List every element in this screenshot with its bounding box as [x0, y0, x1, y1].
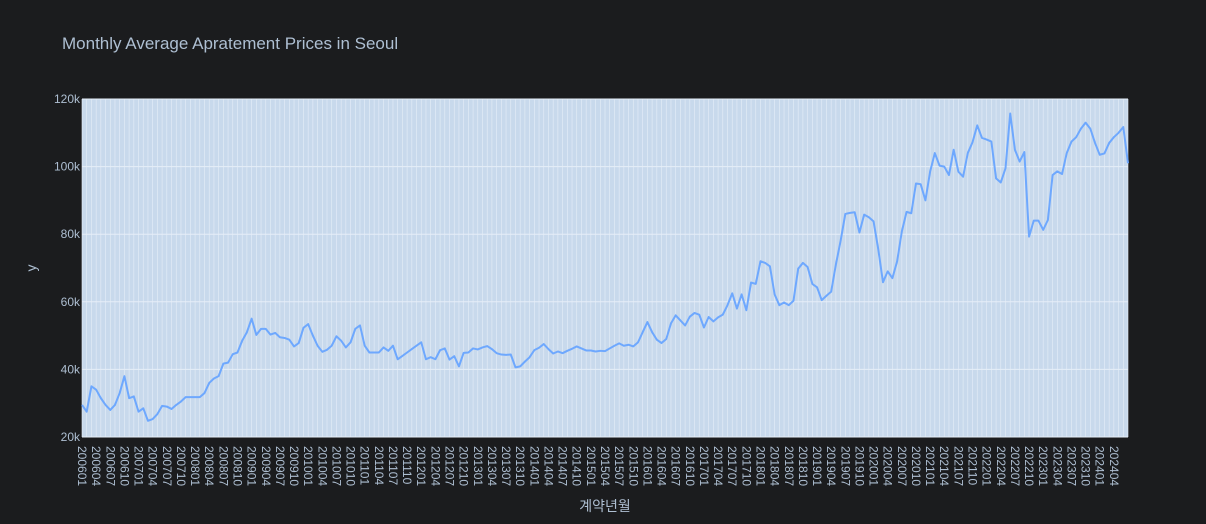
chart-title: Monthly Average Apratement Prices in Seo…: [62, 34, 398, 53]
x-tick-label: 201801: [753, 446, 767, 486]
x-tick-label: 201404: [541, 446, 555, 486]
y-tick-label: 40k: [61, 362, 81, 376]
x-tick-label: 202107: [951, 446, 965, 486]
y-tick-label: 80k: [61, 227, 81, 241]
x-tick-label: 201407: [556, 446, 570, 486]
x-tick-label: 201001: [301, 446, 315, 486]
x-tick-label: 201110: [400, 446, 414, 485]
x-tick-label: 201207: [443, 446, 457, 486]
x-tick-label: 200607: [103, 446, 117, 486]
y-tick-label: 20k: [61, 430, 81, 444]
x-tick-label: 202301: [1036, 446, 1050, 486]
x-tick-label: 202401: [1093, 446, 1107, 486]
x-tick-label: 201907: [838, 446, 852, 486]
series-line: [81, 112, 1129, 422]
x-tick-label: 201804: [768, 446, 782, 486]
x-tick-label: 201710: [739, 446, 753, 486]
x-tick-label: 201507: [612, 446, 626, 486]
x-tick-label: 200907: [273, 446, 287, 486]
y-tick-labels: 20k 40k 60k 80k 100k 120k: [54, 92, 81, 444]
x-tick-label: 201401: [527, 446, 541, 486]
x-tick-label: 201604: [655, 446, 669, 486]
x-tick-label: 201007: [329, 446, 343, 486]
x-tick-label: 202307: [1064, 446, 1078, 486]
x-tick-label: 200710: [174, 446, 188, 486]
x-tick-label: 202210: [1022, 446, 1036, 486]
x-tick-label: 201201: [414, 446, 428, 486]
x-tick-label: 201004: [315, 446, 329, 486]
x-tick-label: 202404: [1107, 446, 1121, 486]
x-tick-label: 202104: [937, 446, 951, 486]
x-tick-label: 200904: [259, 446, 273, 486]
y-tick-label: 100k: [54, 160, 81, 174]
x-tick-label: 201910: [852, 446, 866, 486]
y-gridlines: [82, 98, 1128, 438]
x-tick-label: 200801: [188, 446, 202, 486]
x-tick-label: 200804: [202, 446, 216, 486]
x-tick-label: 201107: [386, 446, 400, 485]
x-tick-label: 202201: [980, 446, 994, 486]
x-tick-label: 201310: [513, 446, 527, 486]
x-tick-label: 201301: [471, 446, 485, 486]
x-tick-label: 202004: [881, 446, 895, 486]
x-tick-label: 200601: [75, 446, 89, 486]
x-tick-label: 201410: [570, 446, 584, 486]
x-tick-label: 200707: [160, 446, 174, 486]
x-tick-label: 202007: [895, 446, 909, 486]
x-tick-labels: 200601 200604 200607 200610 200701 200704 2007…: [75, 446, 1121, 486]
x-tick-label: 200604: [89, 446, 103, 486]
x-tick-label: 202001: [867, 446, 881, 486]
x-tick-label: 201701: [697, 446, 711, 486]
y-tick-label: 120k: [54, 92, 81, 106]
y-axis-title: y: [23, 265, 39, 272]
x-axis-title: 계약년월: [579, 498, 631, 514]
x-tick-label: 200610: [117, 446, 131, 486]
x-tick-label: 202310: [1079, 446, 1093, 486]
x-tick-label: 202110: [966, 446, 980, 485]
x-tick-label: 200810: [230, 446, 244, 486]
x-tick-label: 201601: [640, 446, 654, 486]
x-tick-label: 201501: [584, 446, 598, 486]
x-tick-label: 201807: [782, 446, 796, 486]
x-gridlines: [81, 99, 1129, 437]
x-tick-label: 201307: [499, 446, 513, 486]
x-tick-label: 202010: [909, 446, 923, 486]
x-tick-label: 201607: [669, 446, 683, 486]
x-tick-label: 201204: [428, 446, 442, 486]
x-tick-label: 202204: [994, 446, 1008, 486]
y-tick-label: 60k: [61, 295, 81, 309]
x-tick-label: 201101: [358, 446, 372, 485]
x-tick-label: 200901: [245, 446, 259, 486]
x-tick-label: 201904: [824, 446, 838, 486]
x-tick-label: 200701: [132, 446, 146, 486]
x-tick-label: 201010: [344, 446, 358, 486]
x-tick-label: 202304: [1050, 446, 1064, 486]
x-tick-label: 201810: [796, 446, 810, 486]
x-tick-label: 200807: [216, 446, 230, 486]
x-tick-label: 201304: [485, 446, 499, 486]
x-tick-label: 201610: [683, 446, 697, 486]
x-tick-label: 201901: [810, 446, 824, 486]
x-tick-label: 201210: [457, 446, 471, 486]
x-tick-label: 201104: [372, 446, 386, 485]
x-tick-label: 201510: [626, 446, 640, 486]
x-tick-label: 202207: [1008, 446, 1022, 486]
x-tick-label: 202101: [923, 446, 937, 486]
x-tick-label: 200704: [146, 446, 160, 486]
x-tick-label: 201704: [711, 446, 725, 486]
x-tick-label: 200910: [287, 446, 301, 486]
x-tick-label: 201707: [725, 446, 739, 486]
x-tick-label: 201504: [598, 446, 612, 486]
